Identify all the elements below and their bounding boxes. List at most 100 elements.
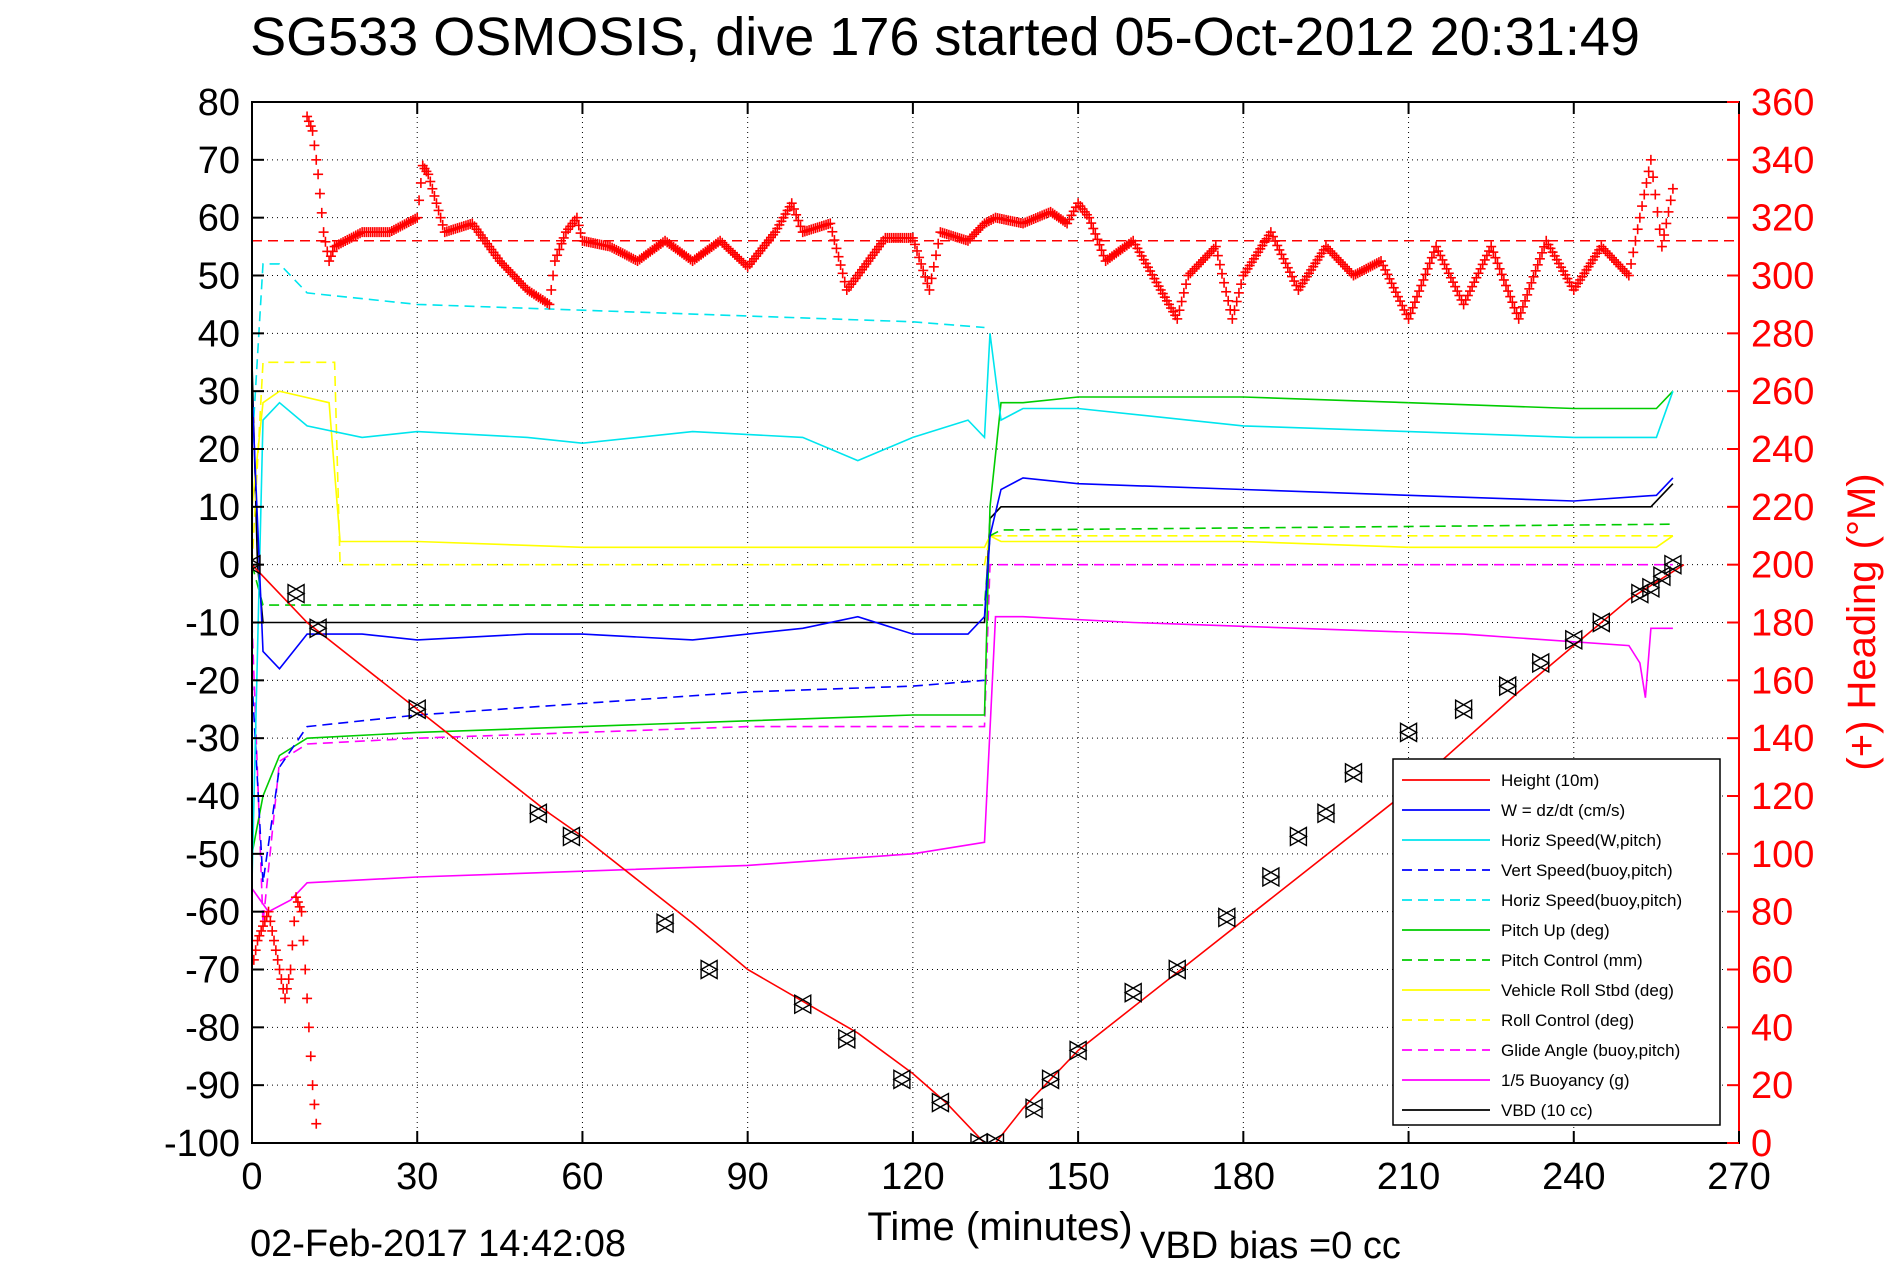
heading-point: [788, 203, 799, 214]
x-tick-label: 270: [1707, 1156, 1770, 1198]
heading-point: [344, 233, 355, 244]
heading-point: [431, 198, 442, 209]
heading-point: [1630, 235, 1641, 246]
heading-point: [503, 264, 514, 275]
heading-point: [298, 935, 309, 946]
footer-vbd-bias: VBD bias =0 cc: [1140, 1225, 1401, 1262]
legend-label: Vehicle Roll Stbd (deg): [1501, 981, 1674, 1000]
heading-point: [423, 169, 434, 180]
depth-marker: [1167, 959, 1187, 980]
heading-point: [338, 237, 349, 248]
y-tick-label: -80: [185, 1007, 240, 1049]
heading-point: [924, 284, 935, 295]
y-tick-label: 0: [219, 545, 240, 587]
depth-marker: [562, 826, 581, 847]
heading-point: [1231, 296, 1242, 307]
heading-point: [270, 945, 281, 956]
heading-point: [274, 964, 285, 975]
heading-point: [331, 240, 342, 251]
heading-point: [1407, 302, 1418, 313]
heading-point: [1092, 234, 1103, 245]
heading-point: [1498, 274, 1509, 285]
legend-item: Roll Control (deg): [1402, 1011, 1634, 1030]
right-y-tick-label: 180: [1751, 603, 1814, 645]
heading-point: [291, 892, 302, 903]
heading-point: [1202, 250, 1213, 261]
depth-marker: [1024, 1098, 1044, 1119]
heading-point: [403, 217, 414, 228]
heading-point: [1462, 290, 1473, 301]
heading-point: [1663, 206, 1674, 217]
legend-item: Pitch Up (deg): [1402, 921, 1610, 940]
heading-point: [384, 227, 395, 238]
heading-point: [302, 993, 313, 1004]
heading-point: [1639, 189, 1650, 200]
heading-point: [1496, 269, 1507, 280]
legend-item: Glide Angle (buoy,pitch): [1402, 1041, 1680, 1060]
heading-point: [931, 250, 942, 261]
heading-point: [292, 897, 303, 908]
depth-marker: [1068, 1040, 1088, 1061]
heading-point: [1365, 261, 1376, 272]
heading-point: [542, 297, 553, 308]
heading-point: [1537, 247, 1548, 258]
heading-point: [1086, 218, 1097, 229]
heading-point: [1039, 209, 1050, 220]
right-y-tick-label: 140: [1751, 718, 1814, 760]
heading-point: [1020, 217, 1031, 228]
x-tick-label: 210: [1377, 1156, 1440, 1198]
heading-point: [1643, 166, 1654, 177]
heading-point: [309, 140, 320, 151]
right-y-tick-label: 240: [1751, 429, 1814, 471]
heading-point: [1632, 224, 1643, 235]
heading-point: [981, 217, 992, 228]
heading-point: [1028, 214, 1039, 225]
heading-point: [1403, 313, 1414, 324]
heading-point: [1333, 254, 1344, 265]
heading-point: [619, 249, 630, 260]
heading-point: [556, 238, 567, 249]
heading-point: [1431, 241, 1442, 252]
heading-point: [287, 940, 298, 951]
heading-point: [1488, 247, 1499, 258]
heading-point: [1034, 211, 1045, 222]
depth-marker: [1498, 675, 1518, 697]
heading-point: [1619, 266, 1630, 277]
heading-point: [1030, 213, 1041, 224]
depth-marker: [837, 1028, 857, 1050]
heading-point: [388, 224, 399, 235]
heading-point: [329, 241, 340, 252]
heading-point: [435, 212, 446, 223]
heading-point: [1185, 268, 1196, 279]
heading-point: [1181, 279, 1192, 290]
heading-point: [1469, 277, 1480, 288]
heading-point: [552, 250, 563, 261]
heading-point: [1174, 305, 1185, 316]
heading-point: [554, 244, 565, 255]
heading-point: [391, 223, 402, 234]
heading-point: [837, 268, 848, 279]
heading-point: [412, 212, 423, 223]
heading-point: [611, 244, 622, 255]
heading-point: [433, 205, 444, 216]
heading-point: [1340, 261, 1351, 272]
heading-point: [342, 234, 353, 245]
heading-point: [1477, 259, 1488, 270]
heading-point: [1667, 183, 1678, 194]
x-tick-label: 150: [1046, 1156, 1109, 1198]
heading-point: [518, 280, 529, 291]
depth-marker: [1344, 762, 1363, 784]
heading-point: [1650, 189, 1661, 200]
y-tick-label: 50: [198, 256, 240, 298]
heading-point: [1272, 240, 1283, 251]
legend-item: VBD (10 cc): [1402, 1101, 1593, 1120]
heading-point: [1344, 266, 1355, 277]
heading-point: [1227, 313, 1238, 324]
heading-point: [1193, 259, 1204, 270]
heading-point: [1216, 268, 1227, 279]
heading-point: [1399, 304, 1410, 315]
heading-point: [833, 251, 844, 262]
heading-point: [983, 216, 994, 227]
heading-point: [1520, 295, 1531, 306]
